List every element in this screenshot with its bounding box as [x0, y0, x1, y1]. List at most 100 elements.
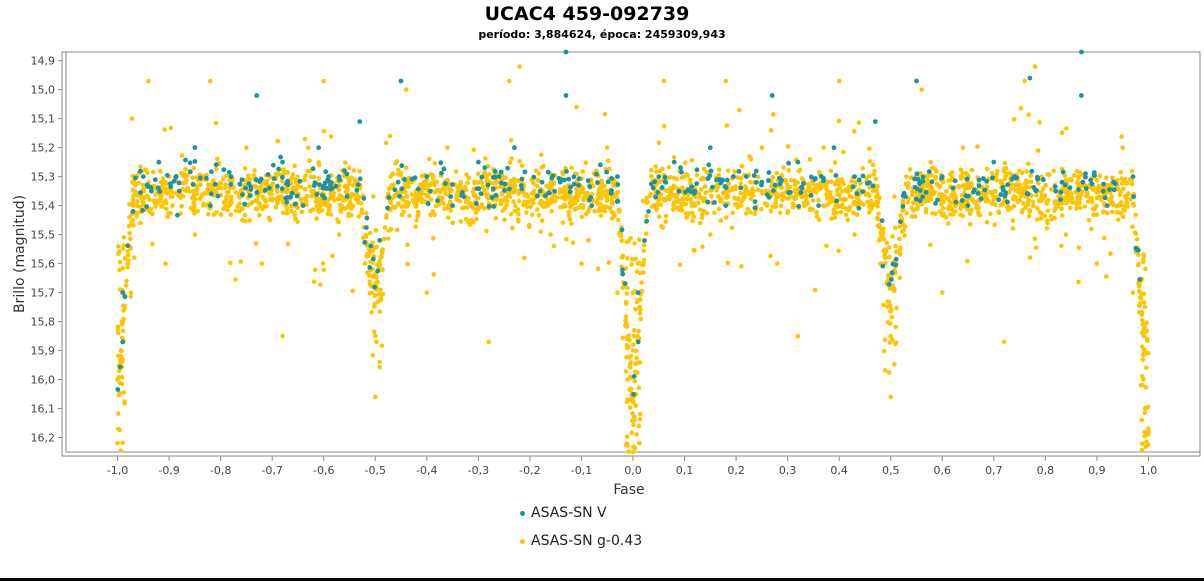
data-point-g: [128, 236, 133, 242]
data-point-g: [661, 78, 667, 84]
data-point-g: [218, 185, 224, 191]
data-point-v: [344, 194, 350, 199]
data-point-g: [580, 205, 586, 211]
data-point-g: [748, 196, 754, 201]
data-point-g: [281, 171, 287, 176]
data-point-g: [743, 187, 748, 193]
data-point-g: [328, 194, 334, 200]
data-point-v: [289, 190, 295, 196]
data-point-g: [395, 227, 400, 233]
data-point-g: [644, 213, 649, 219]
data-point-g: [513, 203, 518, 209]
data-point-g: [307, 184, 313, 189]
data-point-g: [1138, 296, 1144, 301]
data-point-g: [253, 198, 259, 204]
data-point-g: [887, 286, 893, 291]
data-point-g: [715, 182, 720, 188]
data-point-g: [1136, 303, 1142, 309]
data-point-g: [995, 168, 1000, 174]
data-point-g: [1053, 206, 1058, 211]
data-point-g: [168, 194, 174, 199]
data-point-g: [250, 200, 255, 205]
data-point-v: [694, 167, 700, 173]
data-point-g: [117, 391, 122, 396]
data-point-g: [888, 394, 893, 400]
data-point-v: [766, 170, 772, 175]
data-point-g: [919, 87, 924, 92]
data-point-g: [292, 212, 298, 218]
data-point-v: [886, 282, 892, 287]
x-tick-label: -0,5: [365, 464, 386, 477]
data-point-g: [476, 196, 481, 201]
data-point-g: [884, 240, 890, 246]
data-point-v: [427, 188, 433, 194]
data-point-g: [906, 181, 911, 186]
data-point-g: [379, 249, 385, 254]
data-point-g: [284, 189, 290, 195]
data-point-g: [460, 205, 465, 211]
data-point-v: [482, 165, 488, 171]
data-point-g: [810, 207, 815, 212]
data-point-v: [493, 192, 499, 198]
data-point-g: [720, 191, 726, 196]
data-point-g: [716, 206, 722, 212]
data-point-g: [745, 206, 751, 212]
data-point-g: [797, 167, 803, 173]
data-point-v: [1033, 188, 1039, 194]
data-point-g: [131, 223, 136, 228]
data-point-g: [191, 165, 197, 171]
data-point-g: [633, 370, 639, 375]
data-point-v: [813, 176, 818, 181]
data-point-v: [609, 188, 614, 194]
data-point-g: [345, 187, 351, 192]
data-point-g: [1140, 344, 1145, 350]
data-point-g: [243, 178, 248, 183]
data-point-g: [504, 199, 510, 204]
x-tick-label: -0,2: [519, 464, 540, 477]
data-point-g: [415, 209, 421, 215]
data-point-g: [128, 294, 134, 299]
data-point-g: [688, 180, 693, 186]
data-point-g: [389, 183, 395, 188]
data-point-g: [663, 188, 668, 193]
data-point-g: [777, 210, 783, 216]
data-point-g: [714, 188, 719, 193]
data-point-v: [138, 190, 143, 196]
data-point-v: [609, 176, 615, 181]
data-point-v: [275, 183, 280, 189]
data-point-v: [171, 178, 177, 184]
data-point-v: [692, 188, 698, 194]
data-point-v: [323, 169, 329, 175]
data-point-g: [1139, 441, 1145, 447]
data-point-g: [185, 172, 190, 178]
data-point-g: [377, 309, 383, 314]
data-point-g: [600, 204, 606, 209]
data-point-v: [300, 203, 306, 209]
data-point-v: [322, 195, 327, 201]
data-point-g: [133, 182, 138, 188]
data-point-g: [625, 239, 631, 244]
y-axis-label: Brillo (magnitud): [12, 195, 28, 313]
data-point-g: [1017, 182, 1023, 188]
data-point-g: [696, 200, 701, 206]
data-point-g: [122, 401, 128, 406]
data-point-v: [395, 179, 401, 185]
data-point-g: [163, 261, 168, 266]
data-point-v: [796, 203, 802, 209]
data-point-g: [599, 208, 604, 213]
data-point-g: [897, 236, 902, 242]
data-point-g: [269, 192, 274, 197]
data-point-g: [121, 390, 127, 395]
data-point-g: [984, 196, 989, 201]
data-point-g: [674, 176, 679, 182]
data-point-g: [1077, 196, 1083, 201]
data-point-g: [537, 201, 543, 206]
data-point-g: [134, 203, 139, 208]
data-point-v: [1080, 179, 1086, 185]
data-point-g: [117, 267, 122, 273]
data-point-g: [121, 243, 127, 248]
data-point-g: [1141, 377, 1146, 382]
data-point-g: [874, 200, 880, 205]
data-point-g: [609, 216, 615, 221]
data-point-g: [604, 204, 609, 209]
